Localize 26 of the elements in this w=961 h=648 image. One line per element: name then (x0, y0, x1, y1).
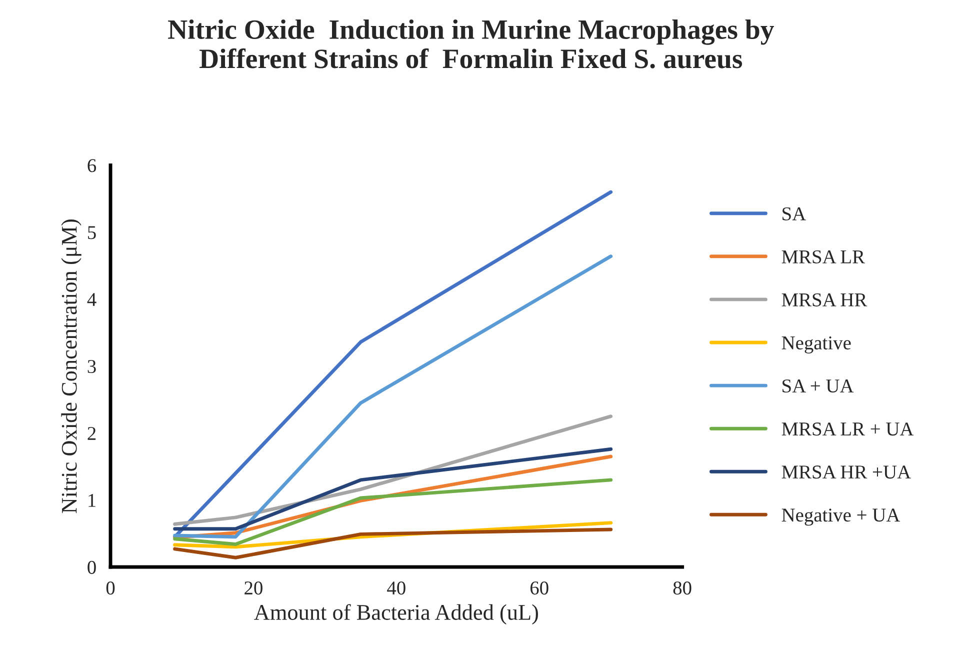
legend-label: MRSA LR (782, 250, 865, 264)
line-series (173, 254, 613, 539)
y-tick-label: 0 (88, 560, 96, 574)
x-tick-label: 80 (673, 581, 692, 595)
x-axis-title: Amount of Bacteria Added (uL) (254, 604, 538, 624)
legend-label: Negative + UA (782, 508, 900, 526)
line-series (173, 528, 613, 560)
y-tick-label: 4 (87, 293, 96, 306)
legend-label: SA (782, 207, 806, 220)
line-series (173, 478, 613, 546)
y-tick-label: 3 (88, 360, 96, 374)
legend-label: MRSA LR + UA (782, 422, 914, 436)
y-tick-label: 5 (88, 226, 96, 240)
chart-title: Nitric Oxide Induction in Murine Macrophages by Different Strains of Formalin Fixed S. aureus (168, 19, 774, 68)
legend-label: MRSA HR (782, 293, 868, 306)
legend-label: SA + UA (782, 379, 854, 393)
x-tick-label: 20 (244, 581, 262, 595)
x-tick-label: 60 (530, 581, 548, 595)
y-tick-label: 2 (88, 426, 96, 440)
y-tick-label: 1 (88, 494, 96, 507)
y-axis-title: Nitric Oxide Concentration (μM) (61, 220, 82, 514)
x-tick-label: 40 (387, 581, 406, 595)
y-tick-label: 6 (88, 159, 96, 172)
legend-label: Negative (782, 336, 851, 354)
legend-label: MRSA HR +UA (782, 466, 911, 479)
x-tick-label: 0 (106, 581, 115, 595)
